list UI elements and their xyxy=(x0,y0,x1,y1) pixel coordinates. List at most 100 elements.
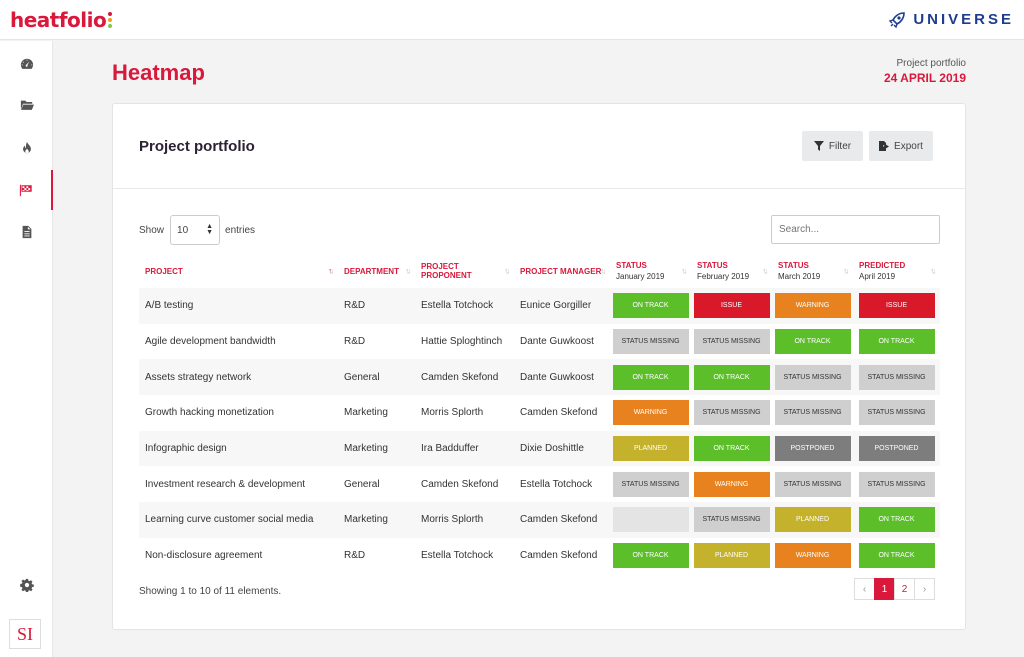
status-badge[interactable]: STATUS MISSING xyxy=(858,400,935,426)
status-badge[interactable]: ISSUE xyxy=(693,293,770,319)
status-badge[interactable]: PLANNED xyxy=(612,436,689,462)
status-badge[interactable]: STATUS MISSING xyxy=(693,507,770,533)
page-button-1[interactable]: 1 xyxy=(874,578,895,600)
report-date: 24 APRIL 2019 xyxy=(883,71,966,85)
sidebar-item-heatmap[interactable] xyxy=(0,170,53,210)
cell-status: ON TRACK xyxy=(610,538,691,574)
cell-status: WARNING xyxy=(772,288,853,324)
cell-proponent: Ira Badduffer xyxy=(415,430,514,467)
cell-project: Growth hacking monetization xyxy=(145,407,274,419)
show-label: Show xyxy=(139,224,165,236)
table-row[interactable]: Assets strategy network General Camden Ske… xyxy=(139,359,940,396)
status-badge[interactable]: WARNING xyxy=(693,471,770,497)
table-row[interactable]: Infographic design Marketing Ira Badduffer… xyxy=(139,430,940,467)
status-badge[interactable]: STATUS MISSING xyxy=(858,364,935,390)
status-badge[interactable]: STATUS MISSING xyxy=(774,364,851,390)
status-badge[interactable]: STATUS MISSING xyxy=(858,471,935,497)
sort-icon[interactable]: ↑↓ xyxy=(405,266,411,276)
export-button[interactable]: Export xyxy=(869,131,933,161)
cell-manager: Estella Totchock xyxy=(520,478,593,490)
cell-status: ON TRACK xyxy=(853,538,940,574)
page-size-control: Show 10 ▲ ▼ entries xyxy=(139,215,255,245)
document-icon xyxy=(22,225,31,239)
status-badge[interactable]: ON TRACK xyxy=(858,507,935,533)
cell-department: Marketing xyxy=(344,407,388,419)
status-badge[interactable]: POSTPONED xyxy=(858,436,935,462)
table-row[interactable]: Growth hacking monetization Marketing Morr… xyxy=(139,395,940,431)
column-header[interactable]: STATUS February 2019 ↑↓ xyxy=(691,254,772,288)
status-badge[interactable]: PLANNED xyxy=(774,507,851,533)
gear-icon xyxy=(19,578,34,592)
prev-page-button[interactable]: ‹ xyxy=(854,578,875,600)
cell-manager: Camden Skefond xyxy=(520,550,598,562)
status-badge[interactable]: ON TRACK xyxy=(612,364,689,390)
status-badge[interactable]: STATUS MISSING xyxy=(774,471,851,497)
sort-icon[interactable]: ↑↓ xyxy=(762,266,768,276)
sidebar-item-settings[interactable] xyxy=(0,565,53,605)
logo-dots xyxy=(108,11,113,28)
status-badge[interactable]: WARNING xyxy=(612,400,689,426)
cell-status: PLANNED xyxy=(610,430,691,467)
status-badge[interactable]: STATUS MISSING xyxy=(774,400,851,426)
column-header[interactable]: STATUS March 2019 ↑↓ xyxy=(772,254,853,288)
cell-status: WARNING xyxy=(772,538,853,574)
status-badge[interactable]: STATUS MISSING xyxy=(693,400,770,426)
cell-proponent: Morris Splorth xyxy=(415,502,514,538)
sort-icon[interactable]: ↑↓ xyxy=(328,266,334,276)
heatfolio-logo[interactable]: heatfolio xyxy=(10,8,113,32)
page-button-2[interactable]: 2 xyxy=(894,578,915,600)
sort-icon[interactable]: ↑↓ xyxy=(681,266,687,276)
si-logo[interactable]: SI xyxy=(9,619,41,649)
status-badge[interactable] xyxy=(612,507,689,533)
table-row[interactable]: A/B testing R&D Estella Totchock Eunice Gor… xyxy=(139,288,940,324)
sort-icon[interactable]: ↑↓ xyxy=(504,266,510,276)
table-row[interactable]: Investment research & development General… xyxy=(139,466,940,502)
status-badge[interactable]: ON TRACK xyxy=(612,293,689,319)
column-header[interactable]: PREDICTED April 2019 ↑↓ xyxy=(853,254,940,288)
brand-name: UNIVERSE xyxy=(913,11,1014,28)
status-badge[interactable]: ISSUE xyxy=(858,293,935,319)
sort-icon[interactable]: ↑↓ xyxy=(843,266,849,276)
top-bar: heatfolio UNIVERSE xyxy=(0,0,1024,40)
sidebar-item-dashboard[interactable] xyxy=(0,44,53,84)
column-header[interactable]: DEPARTMENT ↑↓ xyxy=(338,254,415,288)
table-row[interactable]: Non-disclosure agreement R&D Estella Totch… xyxy=(139,538,940,574)
entries-label: entries xyxy=(225,224,256,236)
column-header[interactable]: PROJECT ↑↓ xyxy=(139,254,338,288)
status-badge[interactable]: ON TRACK xyxy=(693,436,770,462)
column-header[interactable]: PROJECT PROPONENT ↑↓ xyxy=(415,254,514,288)
status-badge[interactable]: ON TRACK xyxy=(858,329,935,355)
filter-button[interactable]: Filter xyxy=(802,131,863,161)
table-row[interactable]: Learning curve customer social media Mark… xyxy=(139,502,940,538)
sidebar-item-reports[interactable] xyxy=(0,212,53,252)
cell-project: A/B testing xyxy=(139,288,338,324)
status-badge[interactable]: POSTPONED xyxy=(774,436,851,462)
cell-manager: Eunice Gorgiller xyxy=(514,288,610,324)
cell-manager: Dante Guwkoost xyxy=(514,359,610,396)
sort-icon[interactable]: ↑↓ xyxy=(600,266,606,276)
export-label: Export xyxy=(894,140,923,152)
status-badge[interactable]: ON TRACK xyxy=(774,329,851,355)
status-badge[interactable]: WARNING xyxy=(774,543,851,569)
status-badge[interactable]: PLANNED xyxy=(693,543,770,569)
column-header[interactable]: STATUS January 2019 ↑↓ xyxy=(610,254,691,288)
status-badge[interactable]: ON TRACK xyxy=(612,543,689,569)
status-badge[interactable]: STATUS MISSING xyxy=(612,329,689,355)
rocket-icon xyxy=(889,11,906,28)
cell-manager: Dante Guwkoost xyxy=(520,336,594,348)
status-badge[interactable]: WARNING xyxy=(774,293,851,319)
status-badge[interactable]: ON TRACK xyxy=(858,543,935,569)
cell-status: WARNING xyxy=(691,466,772,502)
sidebar-item-hotspots[interactable] xyxy=(0,128,53,168)
status-badge[interactable]: STATUS MISSING xyxy=(612,471,689,497)
sidebar-item-projects[interactable] xyxy=(0,85,53,125)
search-input[interactable] xyxy=(771,215,940,244)
status-badge[interactable]: STATUS MISSING xyxy=(693,329,770,355)
page-size-select[interactable]: 10 ▲ ▼ xyxy=(170,215,221,245)
column-header[interactable]: PROJECT MANAGER ↑↓ xyxy=(514,254,610,288)
status-badge[interactable]: ON TRACK xyxy=(693,364,770,390)
next-page-button[interactable]: › xyxy=(914,578,935,600)
sort-icon[interactable]: ↑↓ xyxy=(930,266,936,276)
table-row[interactable]: Agile development bandwidth R&D Hattie Spl… xyxy=(139,324,940,360)
portfolio-card: Project portfolio Filter Export Show 10 … xyxy=(112,103,966,630)
